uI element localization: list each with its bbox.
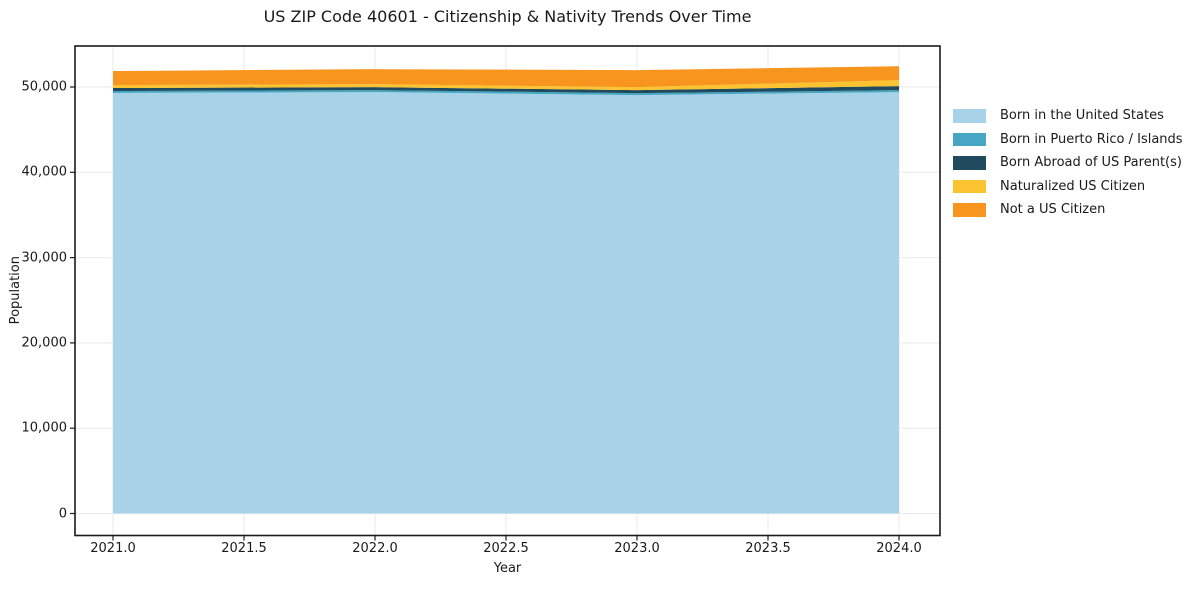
- legend: Born in the United States Born in Puerto …: [953, 109, 1183, 217]
- x-tick-label: 2023.0: [614, 541, 660, 556]
- y-tick-label: 30,000: [21, 250, 68, 266]
- x-tick-label: 2022.0: [352, 541, 398, 556]
- y-axis-label: Population: [7, 256, 23, 325]
- x-axis-label: Year: [493, 561, 522, 576]
- x-tick-label: 2021.0: [90, 541, 136, 556]
- legend-label: Born Abroad of US Parent(s): [1000, 155, 1182, 170]
- y-tick-label: 10,000: [21, 420, 68, 436]
- y-tick-label: 0: [58, 506, 67, 521]
- x-tick-label: 2024.0: [876, 541, 922, 556]
- legend-row: Born in the United States: [953, 109, 1183, 123]
- legend-row: Naturalized US Citizen: [953, 178, 1183, 194]
- y-axis-label-strip: Population: [0, 46, 30, 535]
- legend-row: Born Abroad of US Parent(s): [953, 156, 1183, 170]
- area-born-abroad-of-us-parent-s-: [113, 86, 899, 94]
- legend-row: Not a US Citizen: [953, 203, 1183, 217]
- x-tick-label: 2022.5: [483, 541, 529, 556]
- legend-row: Born in Puerto Rico / Islands: [953, 131, 1183, 147]
- legend-swatch-icon: [953, 132, 986, 146]
- axes-frame: [74, 45, 941, 537]
- legend-swatch-icon: [953, 156, 986, 170]
- legend-swatch-icon: [953, 109, 986, 123]
- x-tick-label: 2023.5: [745, 541, 791, 556]
- y-tick-label: 20,000: [21, 335, 68, 351]
- chart-title: US ZIP Code 40601 - Citizenship & Nativi…: [263, 7, 752, 26]
- area-born-in-puerto-rico-islands: [113, 90, 899, 96]
- legend-label: Born in Puerto Rico / Islands: [1000, 131, 1183, 147]
- y-tick-label: 40,000: [21, 164, 68, 180]
- legend-label: Not a US Citizen: [1000, 202, 1106, 217]
- area-not-a-us-citizen: [113, 66, 899, 88]
- y-tick-label: 50,000: [21, 79, 68, 95]
- legend-label: Born in the United States: [1000, 108, 1164, 123]
- x-tick-label: 2021.5: [221, 541, 267, 556]
- area-born-in-the-united-states: [113, 92, 899, 514]
- legend-swatch-icon: [953, 203, 986, 217]
- area-naturalized-us-citizen: [113, 80, 899, 91]
- legend-label: Naturalized US Citizen: [1000, 178, 1146, 194]
- legend-swatch-icon: [953, 179, 986, 193]
